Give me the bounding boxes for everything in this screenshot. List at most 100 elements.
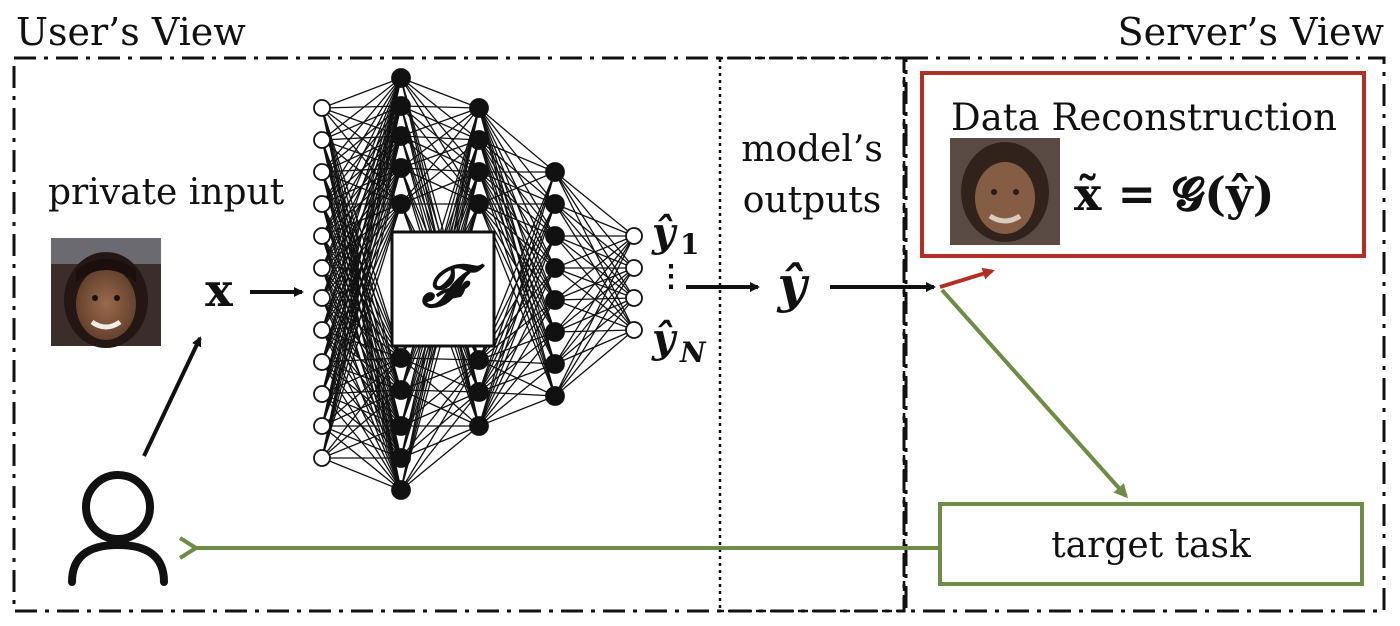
network-edge	[400, 107, 480, 205]
network-edge	[400, 77, 480, 141]
network-edge	[400, 107, 480, 137]
network-edge	[321, 77, 402, 141]
network-edge	[321, 77, 402, 299]
input-symbol-x: x	[205, 263, 233, 317]
hidden-neuron	[391, 96, 411, 116]
network-edge	[321, 77, 402, 427]
hidden-neuron	[391, 194, 411, 214]
user-view-title: User’s View	[16, 10, 246, 54]
network-edge	[554, 203, 635, 237]
network-edge	[478, 171, 556, 427]
network-edge	[321, 77, 402, 173]
reconstruction-arrow	[939, 267, 995, 289]
network-edge	[478, 171, 556, 393]
data-reconstruction-title: Data Reconstruction	[951, 96, 1337, 139]
model-outputs-label-line2: outputs	[743, 180, 882, 221]
network-edge	[321, 77, 402, 237]
output-symbol-y: ŷ	[776, 255, 809, 314]
hidden-neuron	[545, 258, 565, 278]
network-edge	[554, 171, 635, 237]
hidden-neuron	[469, 350, 489, 370]
network-connections	[321, 77, 635, 491]
hidden-neuron	[469, 130, 489, 150]
hidden-neuron	[469, 98, 489, 118]
network-edge	[400, 107, 480, 169]
network-edge	[554, 235, 635, 365]
reconstruction-formula: x̃ = 𝓖(ŷ)	[1074, 167, 1275, 221]
network-edge	[478, 107, 556, 173]
target-task-label: target task	[1051, 525, 1252, 566]
network-edge	[478, 331, 556, 427]
task-arrow	[940, 288, 1128, 499]
network-edge	[478, 235, 556, 427]
server-view-title: Server’s View	[1118, 10, 1385, 54]
network-edge	[321, 77, 402, 363]
output-neuron	[625, 227, 643, 245]
hidden-neuron	[469, 382, 489, 402]
private-input-label: private input	[48, 172, 285, 213]
input-neuron	[313, 321, 331, 339]
output-y1-symbol: ŷ	[651, 209, 678, 256]
input-neuron	[313, 353, 331, 371]
input-neuron	[313, 385, 331, 403]
network-edge	[400, 77, 480, 109]
network-edge	[321, 77, 402, 269]
target-task-box	[938, 502, 1364, 586]
network-edge	[400, 391, 480, 491]
hidden-neuron	[391, 416, 411, 436]
network-edge	[400, 105, 480, 109]
hidden-neuron	[545, 290, 565, 310]
input-neuron	[313, 417, 331, 435]
network-edge	[321, 77, 402, 109]
network-edge	[321, 105, 402, 141]
input-neuron	[313, 289, 331, 307]
user-view-region	[12, 56, 906, 613]
model-outputs-region	[718, 56, 906, 613]
network-edge	[554, 235, 635, 299]
hidden-neuron	[391, 158, 411, 178]
network-edge	[478, 395, 556, 427]
output-yN-symbol: ŷ	[651, 315, 678, 362]
network-edge	[321, 77, 402, 395]
output-label-yN: ŷ N	[651, 315, 707, 369]
network-edge	[321, 135, 402, 459]
network-edge	[554, 235, 635, 269]
hidden-neuron	[391, 348, 411, 368]
network-edge	[321, 203, 402, 459]
network-edge	[321, 105, 402, 173]
hidden-neuron	[391, 480, 411, 500]
output-neuron	[625, 259, 643, 277]
input-neuron	[313, 227, 331, 245]
model-box	[390, 230, 496, 348]
output-neuron	[625, 321, 643, 339]
input-face-image	[51, 238, 161, 348]
network-edge	[554, 297, 635, 397]
network-edge	[400, 425, 480, 491]
network-edge	[554, 235, 635, 301]
input-neuron	[313, 163, 331, 181]
network-edge	[321, 105, 402, 109]
input-neuron	[313, 195, 331, 213]
reconstructed-face-image	[950, 138, 1060, 245]
network-edge	[478, 139, 556, 173]
model-outputs-label-line1: model’s	[741, 129, 883, 170]
network-edge	[321, 77, 402, 331]
hidden-neuron	[545, 386, 565, 406]
hidden-neuron	[545, 354, 565, 374]
network-edge	[554, 203, 635, 299]
network-edge	[554, 171, 635, 299]
hidden-neuron	[545, 194, 565, 214]
network-edge	[478, 299, 556, 427]
network-edge	[400, 139, 480, 169]
network-edge	[400, 105, 480, 141]
output-ellipsis: ⋮	[656, 259, 686, 294]
output-y1-subscript: 1	[680, 228, 699, 261]
network-edge	[321, 105, 402, 205]
network-edge	[478, 267, 556, 427]
network-edge	[321, 389, 402, 459]
output-yN-subscript: N	[679, 336, 707, 369]
hidden-neuron	[469, 162, 489, 182]
output-neuron	[625, 289, 643, 307]
hidden-neuron	[391, 448, 411, 468]
